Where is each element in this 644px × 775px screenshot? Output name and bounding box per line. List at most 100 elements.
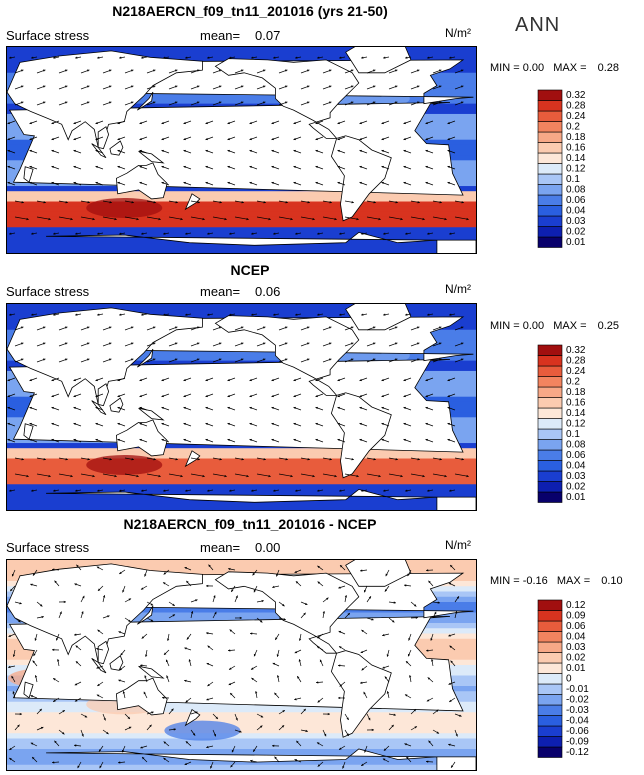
panel1-wind-arrow (249, 120, 258, 125)
panel2-wind-arrow (410, 342, 420, 347)
panel3-arrow-head (52, 568, 55, 571)
panel2-arrow-head (444, 474, 447, 478)
panel1-arrow-head (334, 217, 337, 221)
panel2-arrow-head (284, 342, 288, 345)
panel1-wind-arrow (366, 200, 376, 204)
panel2-arrow-shaft (366, 473, 381, 477)
panel3-arrow-head (344, 595, 348, 598)
panel1-arrow-head (109, 201, 112, 204)
panel2-arrow-head (95, 406, 98, 410)
panel2-wind-arrow (425, 422, 434, 427)
panel3-arrow-head (235, 718, 238, 721)
panel1-arrow-head (95, 181, 98, 185)
panel1-wind-arrow (168, 101, 178, 106)
panel1-wind-arrow (29, 120, 38, 125)
panel1-arrow-head (350, 85, 354, 88)
panel3-wind-arrow (404, 584, 412, 587)
panel2-arrow-head (403, 438, 406, 442)
panel3-arrow-head (450, 660, 453, 664)
panel1-arrow-head (249, 181, 252, 185)
panel3-arrow-head (192, 733, 196, 736)
panel2-title: NCEP (230, 262, 270, 278)
panel3-arrow-head (207, 645, 210, 648)
panel1-arrow-head (315, 181, 318, 185)
panel2-field-band (7, 468, 476, 475)
panel3-wind-arrow (234, 729, 242, 733)
panel1-arrow-head (249, 137, 252, 141)
panel1-wind-arrow (80, 216, 95, 221)
panel1-arrow-head (240, 85, 244, 88)
panel2-colorbar-swatch (537, 365, 563, 377)
panel1-arrow-head (119, 56, 122, 59)
panel1-wind-arrow (256, 101, 266, 106)
panel2-arrow-shaft (124, 473, 139, 477)
panel1-wind-arrow (425, 136, 434, 141)
panel2-wind-arrow (234, 358, 244, 363)
panel2-arrow-head (141, 489, 144, 492)
panel2-wind-arrow (229, 489, 236, 492)
panel3-arrow-head (361, 668, 364, 671)
panel3-wind-arrow (450, 761, 456, 768)
panel3-wind-arrow (140, 664, 148, 667)
panel2-wind-arrow (403, 377, 412, 382)
panel1-wind-arrow (124, 216, 139, 221)
panel2-arrow-shaft (388, 473, 403, 477)
panel3-arrow-head (296, 740, 299, 744)
panel3-arrow-head (33, 653, 36, 657)
panel1-wind-arrow (146, 69, 156, 74)
panel3-wind-arrow (75, 645, 82, 651)
panel1-wind-arrow (51, 120, 60, 125)
panel3-arrow-head (317, 581, 321, 584)
panel3-wind-arrow (14, 617, 21, 623)
panel1-units: N/m² (445, 26, 471, 40)
panel1-wind-arrow (7, 149, 16, 154)
panel3-wind-arrow (227, 649, 236, 652)
panel2-arrow-head (114, 474, 117, 478)
panel2-wind-arrow (51, 393, 60, 398)
panel3-wind-arrow (388, 617, 395, 623)
panel3-arrow-head (62, 710, 65, 713)
panel1-wind-arrow (388, 216, 403, 221)
panel1-arrow-head (285, 201, 288, 204)
panel1-wind-arrow (388, 101, 398, 106)
panel3-arrow-head (383, 748, 387, 751)
panel3-arrow-head (82, 595, 85, 599)
panel3-arrow-head (39, 604, 43, 607)
panel2-wind-arrow (278, 473, 293, 478)
panel3-wind-arrow (338, 630, 346, 635)
panel1-arrow-head (175, 201, 178, 204)
panel2-arrow-head (86, 358, 90, 361)
panel1-wind-arrow (102, 85, 112, 90)
panel1-wind-arrow (102, 216, 117, 221)
panel3-land-namerica (214, 571, 360, 654)
panel3-wind-arrow (168, 728, 176, 731)
panel2-variable: Surface stress (6, 284, 90, 299)
panel3-arrow-head (34, 675, 38, 678)
panel1-arrow-head (26, 217, 29, 221)
panel3-arrow-head (119, 571, 122, 574)
panel3-arrow-head (319, 659, 323, 663)
panel1-arrow-head (95, 121, 98, 125)
panel1-wind-arrow (31, 232, 38, 235)
panel3-wind-arrow (294, 649, 302, 654)
panel2-arrow-head (329, 458, 332, 461)
panel1-wind-arrow (293, 165, 302, 170)
panel3-wind-arrow (32, 569, 38, 576)
panel2-arrow-head (174, 342, 178, 345)
panel1-wind-arrow (249, 136, 258, 141)
panel3-land-newguinea (138, 665, 165, 679)
panel3-wind-arrow (186, 633, 192, 640)
panel3-arrow-head (228, 682, 232, 686)
panel1-wind-arrow (405, 56, 412, 59)
panel3-wind-arrow (366, 728, 375, 732)
panel1-wind-arrow (425, 149, 434, 154)
panel3-wind-arrow (410, 601, 417, 607)
panel1-arrow-head (108, 101, 112, 104)
panel2-wind-arrow (205, 422, 214, 427)
panel3-colorbar-swatch (537, 641, 563, 653)
panel2-wind-arrow (359, 422, 368, 427)
panel3-arrow-head (185, 741, 189, 744)
panel3-arrow-head (162, 696, 165, 699)
panel1-wind-arrow (381, 181, 390, 186)
panel2-wind-arrow (51, 377, 60, 382)
